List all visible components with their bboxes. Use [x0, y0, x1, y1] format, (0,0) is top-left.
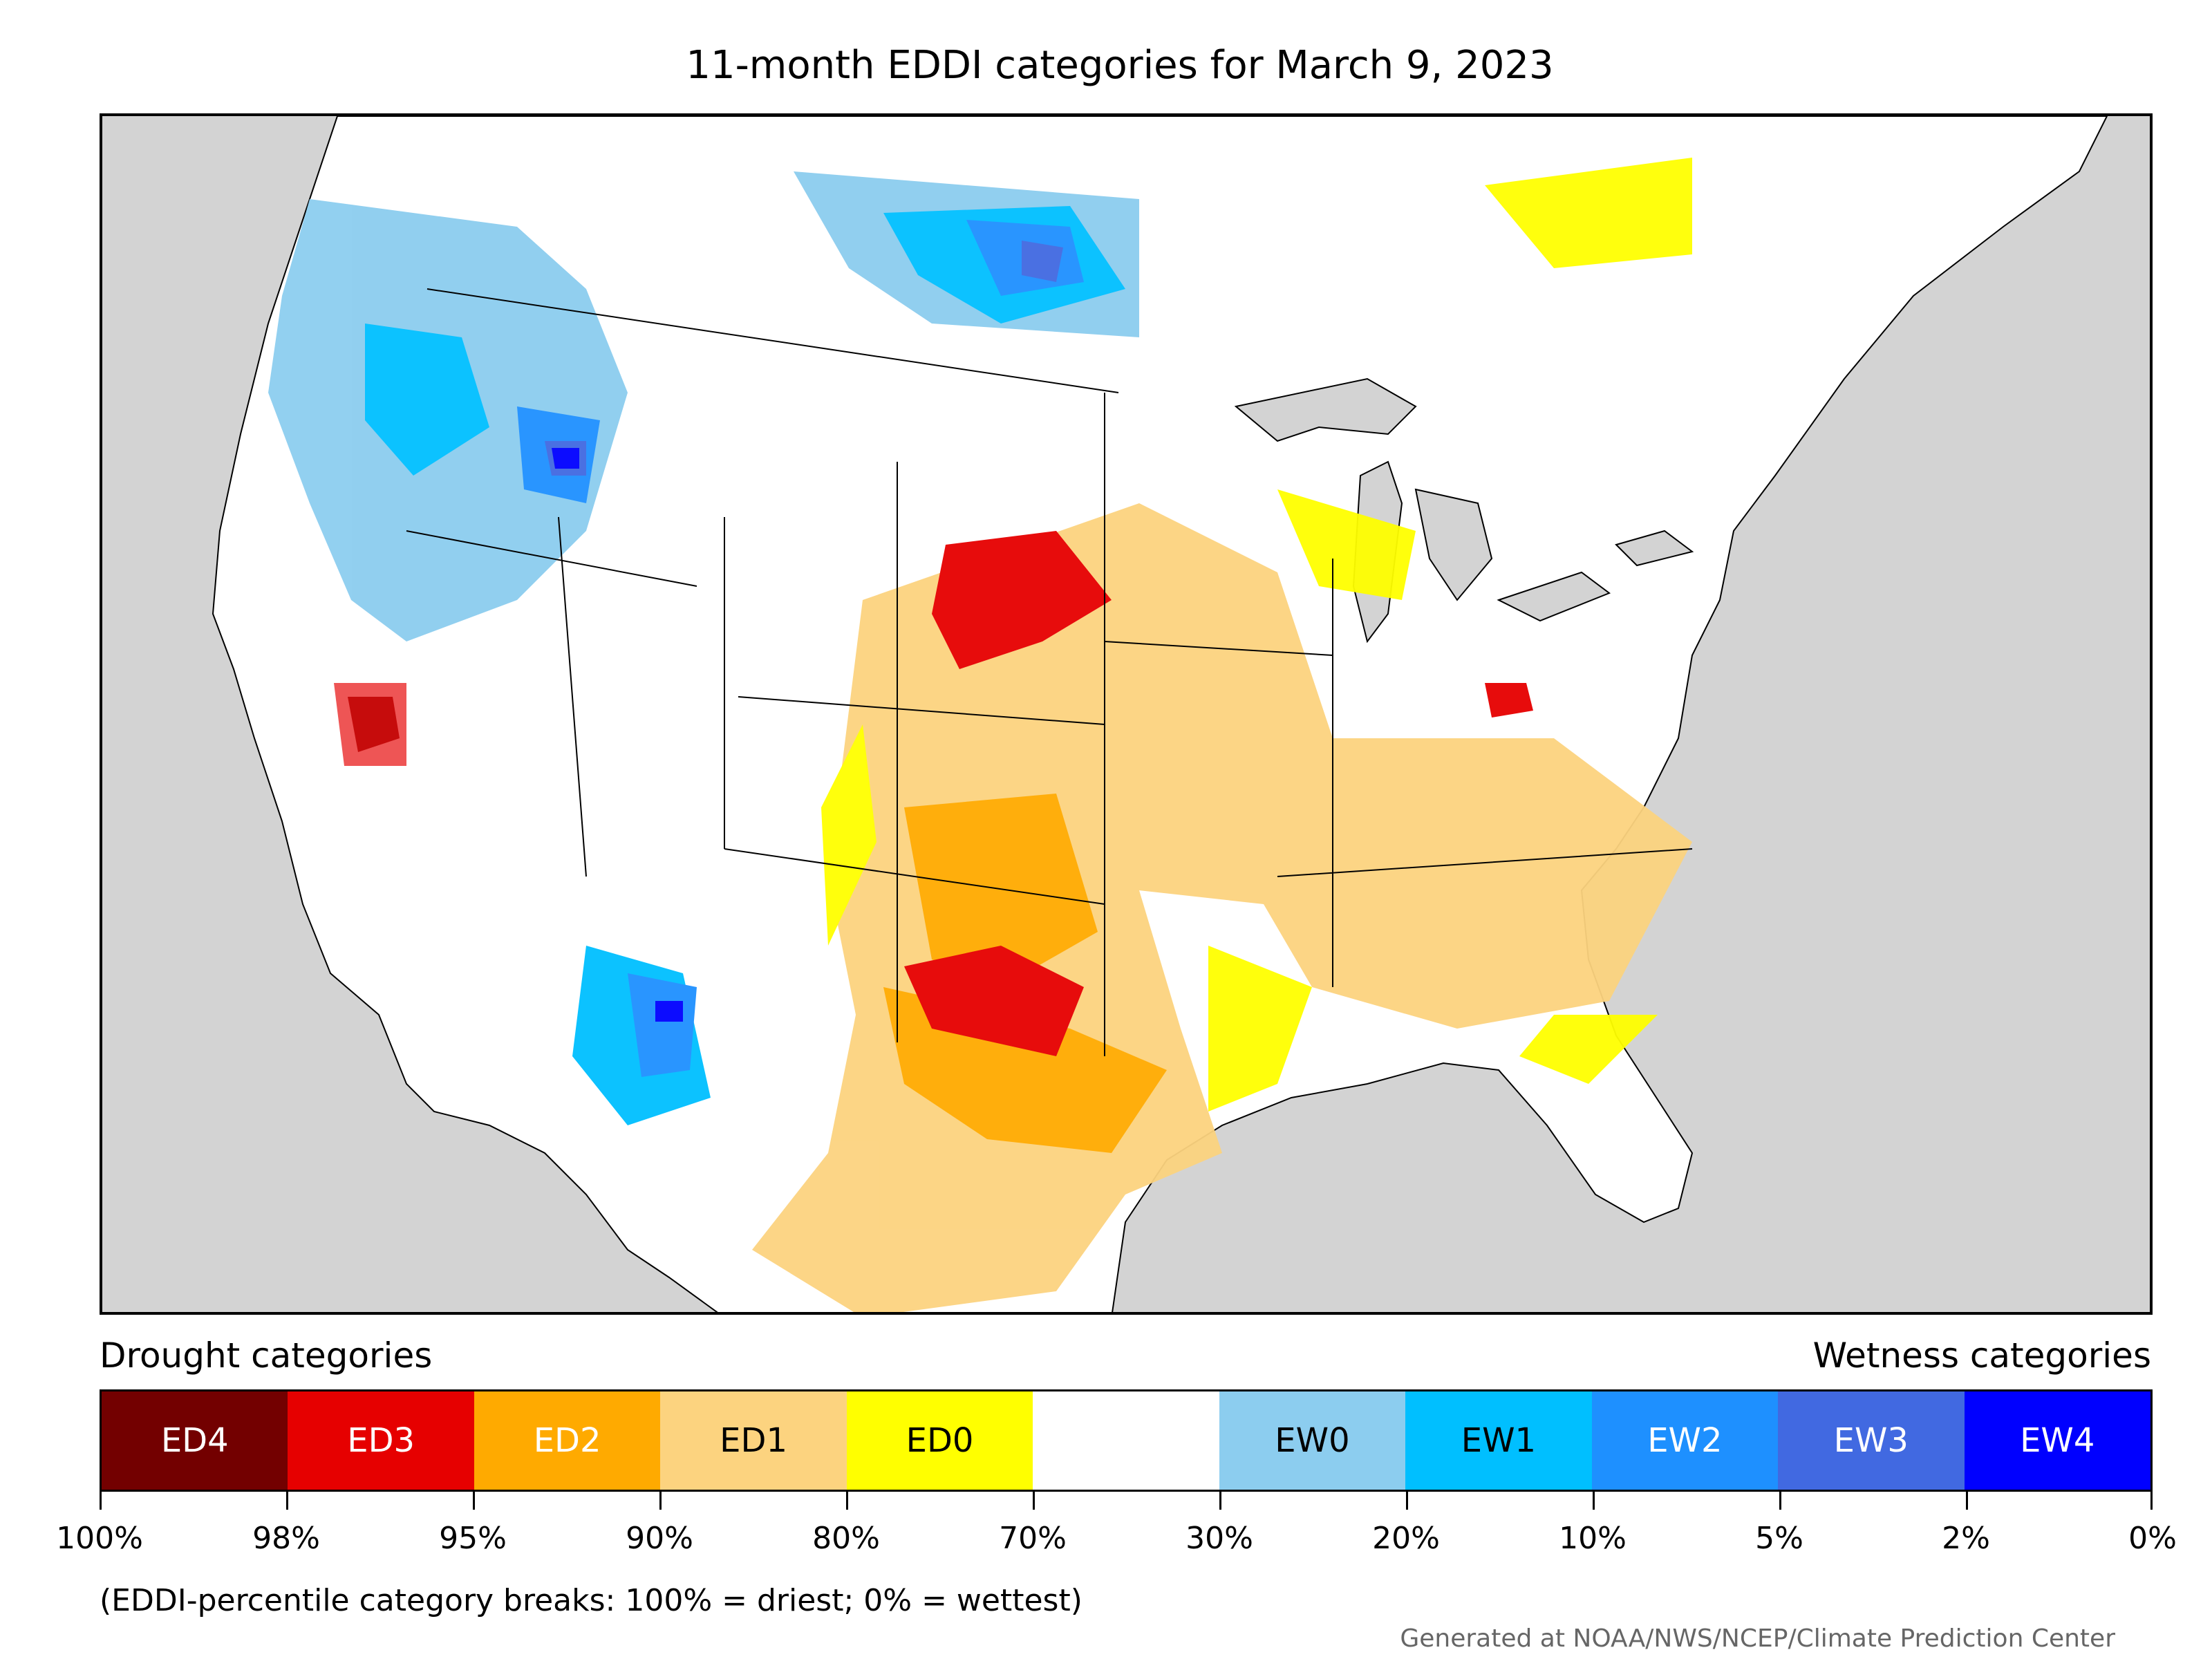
tick-label: 5% [1755, 1521, 1803, 1556]
tick-mark [1406, 1492, 1408, 1510]
swatch-ew2: EW2 [1591, 1391, 1779, 1490]
eddi-map [100, 113, 2153, 1315]
map-title: 11-month EDDI categories for March 9, 20… [686, 43, 1554, 88]
map-canvas [212, 116, 2108, 1312]
tick-mark [100, 1492, 102, 1510]
tick-label: 20% [1372, 1521, 1440, 1556]
swatch-ed4: ED4 [102, 1391, 288, 1490]
tick-label: 90% [626, 1521, 693, 1556]
swatch-ed1: ED1 [660, 1391, 847, 1490]
swatch-ed0: ED0 [846, 1391, 1033, 1490]
great-lakes [1234, 377, 1694, 644]
tick-mark [846, 1492, 848, 1510]
category-colorbar: ED4 ED3 ED2 ED1 ED0 EW0 EW1 EW2 EW3 EW4 [100, 1389, 2153, 1492]
category-breaks-footnote: (EDDI-percentile category breaks: 100% =… [100, 1583, 1082, 1618]
credit-line: Generated at NOAA/NWS/NCEP/Climate Predi… [1400, 1624, 2115, 1653]
swatch-ed3: ED3 [288, 1391, 474, 1490]
tick-mark [659, 1492, 662, 1510]
colorbar-ticks [100, 1492, 2153, 1512]
category-patches [268, 158, 1692, 1312]
swatch-neutral [1033, 1391, 1219, 1490]
tick-label: 30% [1185, 1521, 1253, 1556]
tick-mark [2150, 1492, 2153, 1510]
swatch-ew3: EW3 [1778, 1391, 1965, 1490]
tick-label: 100% [56, 1521, 143, 1556]
tick-mark [1779, 1492, 1781, 1510]
tick-label: 2% [1942, 1521, 1990, 1556]
tick-label: 95% [439, 1521, 507, 1556]
swatch-ew0: EW0 [1219, 1391, 1406, 1490]
tick-mark [1219, 1492, 1221, 1510]
swatch-ed2: ED2 [474, 1391, 661, 1490]
tick-label: 0% [2128, 1521, 2177, 1556]
tick-label: 80% [812, 1521, 880, 1556]
tick-label: 70% [999, 1521, 1067, 1556]
drought-categories-label: Drought categories [100, 1335, 433, 1376]
tick-mark [1033, 1492, 1035, 1510]
tick-mark [1966, 1492, 1968, 1510]
tick-label: 98% [252, 1521, 320, 1556]
state-borders [406, 288, 1693, 1056]
swatch-ew1: EW1 [1405, 1391, 1592, 1490]
swatch-ew4: EW4 [1964, 1391, 2150, 1490]
tick-mark [473, 1492, 475, 1510]
tick-label: 10% [1559, 1521, 1627, 1556]
tick-mark [286, 1492, 288, 1510]
tick-mark [1593, 1492, 1595, 1510]
wetness-categories-label: Wetness categories [1812, 1335, 2151, 1376]
